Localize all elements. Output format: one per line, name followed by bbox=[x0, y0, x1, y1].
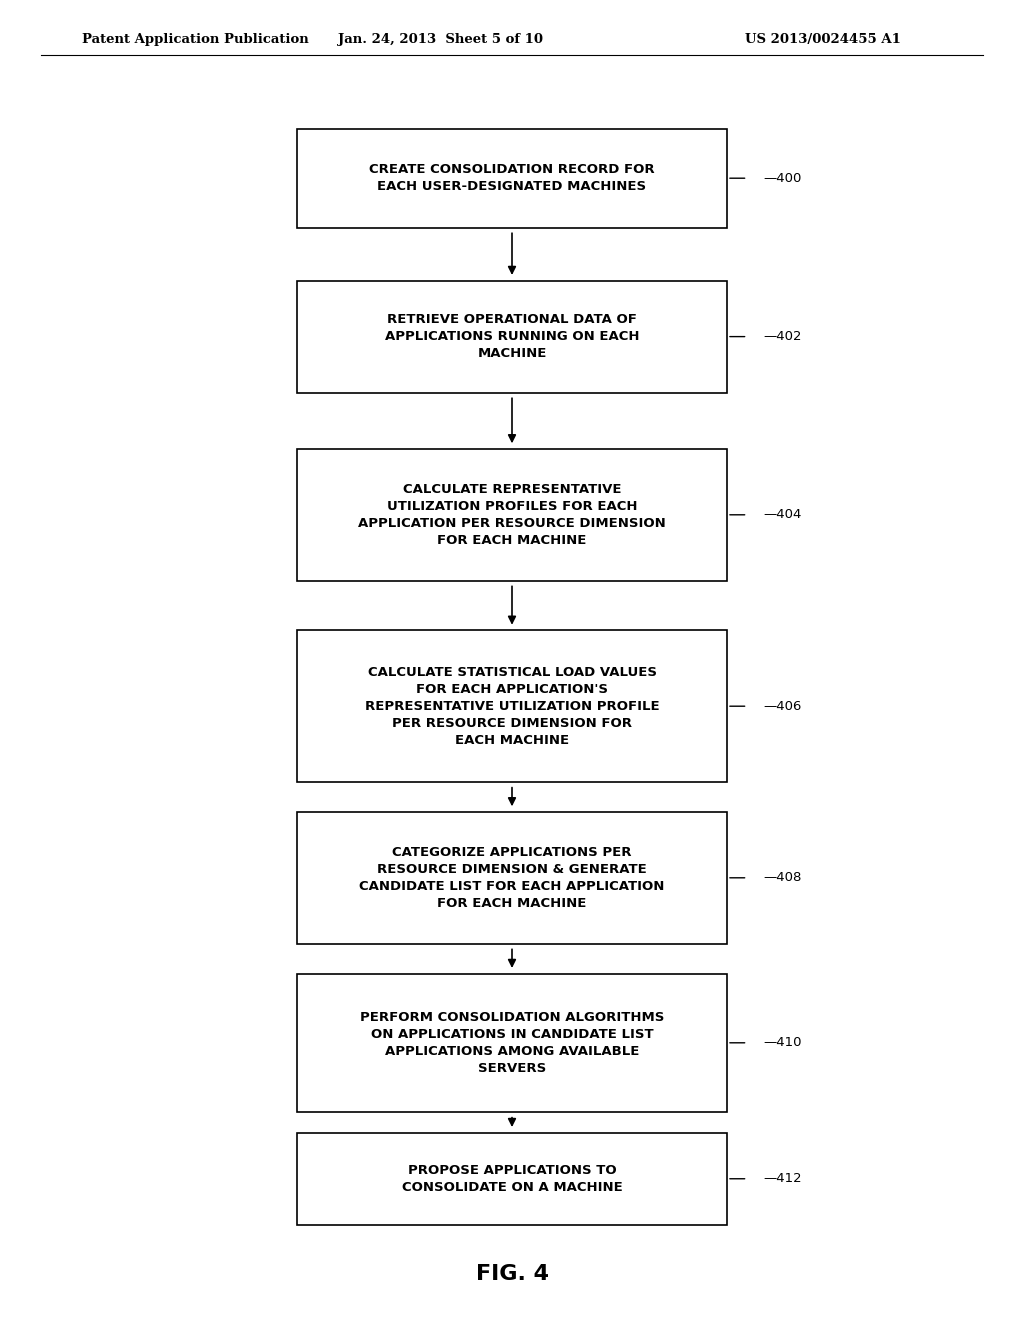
FancyBboxPatch shape bbox=[297, 812, 727, 944]
Text: —400: —400 bbox=[763, 172, 801, 185]
Text: CALCULATE REPRESENTATIVE
UTILIZATION PROFILES FOR EACH
APPLICATION PER RESOURCE : CALCULATE REPRESENTATIVE UTILIZATION PRO… bbox=[358, 483, 666, 546]
Text: CREATE CONSOLIDATION RECORD FOR
EACH USER-DESIGNATED MACHINES: CREATE CONSOLIDATION RECORD FOR EACH USE… bbox=[370, 164, 654, 193]
Text: Jan. 24, 2013  Sheet 5 of 10: Jan. 24, 2013 Sheet 5 of 10 bbox=[338, 33, 543, 46]
FancyBboxPatch shape bbox=[297, 631, 727, 781]
Text: RETRIEVE OPERATIONAL DATA OF
APPLICATIONS RUNNING ON EACH
MACHINE: RETRIEVE OPERATIONAL DATA OF APPLICATION… bbox=[385, 313, 639, 360]
Text: —406: —406 bbox=[763, 700, 801, 713]
Text: —404: —404 bbox=[763, 508, 801, 521]
Text: —402: —402 bbox=[763, 330, 802, 343]
FancyBboxPatch shape bbox=[297, 1133, 727, 1225]
FancyBboxPatch shape bbox=[297, 129, 727, 227]
Text: PERFORM CONSOLIDATION ALGORITHMS
ON APPLICATIONS IN CANDIDATE LIST
APPLICATIONS : PERFORM CONSOLIDATION ALGORITHMS ON APPL… bbox=[359, 1011, 665, 1074]
Text: —408: —408 bbox=[763, 871, 801, 884]
Text: US 2013/0024455 A1: US 2013/0024455 A1 bbox=[745, 33, 901, 46]
Text: —410: —410 bbox=[763, 1036, 802, 1049]
Text: CALCULATE STATISTICAL LOAD VALUES
FOR EACH APPLICATION'S
REPRESENTATIVE UTILIZAT: CALCULATE STATISTICAL LOAD VALUES FOR EA… bbox=[365, 665, 659, 747]
Text: —412: —412 bbox=[763, 1172, 802, 1185]
Text: FIG. 4: FIG. 4 bbox=[475, 1263, 549, 1284]
FancyBboxPatch shape bbox=[297, 974, 727, 1111]
Text: PROPOSE APPLICATIONS TO
CONSOLIDATE ON A MACHINE: PROPOSE APPLICATIONS TO CONSOLIDATE ON A… bbox=[401, 1164, 623, 1193]
Text: Patent Application Publication: Patent Application Publication bbox=[82, 33, 308, 46]
Text: CATEGORIZE APPLICATIONS PER
RESOURCE DIMENSION & GENERATE
CANDIDATE LIST FOR EAC: CATEGORIZE APPLICATIONS PER RESOURCE DIM… bbox=[359, 846, 665, 909]
FancyBboxPatch shape bbox=[297, 449, 727, 581]
FancyBboxPatch shape bbox=[297, 281, 727, 393]
